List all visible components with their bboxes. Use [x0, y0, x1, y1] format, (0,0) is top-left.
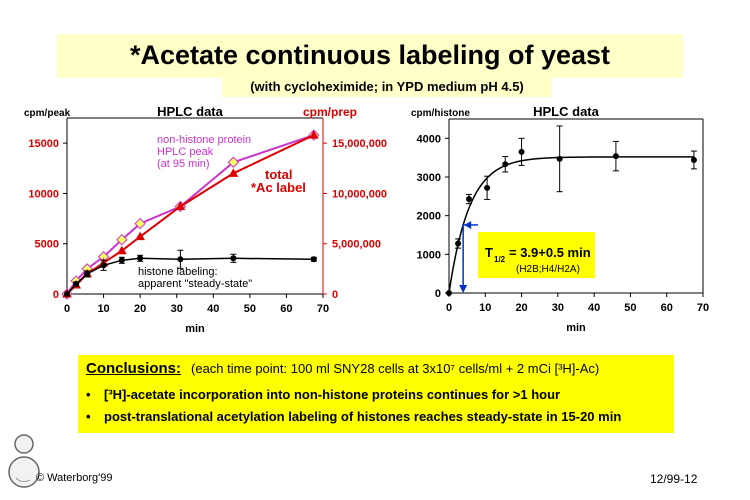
series-total-point — [308, 130, 319, 139]
page-subtitle: (with cycloheximide; in YPD medium pH 4.… — [222, 77, 552, 97]
y-tick-label: 10000 — [28, 188, 59, 200]
x-tick-label: 40 — [588, 302, 600, 314]
x-tick-label: 10 — [479, 302, 491, 314]
y-axis-label: cpm/peak — [24, 108, 71, 119]
y-tick-label: 2000 — [417, 211, 441, 223]
series-total-point — [228, 168, 239, 177]
conclusion-item: • post-translational acetylation labeling… — [86, 409, 621, 424]
conclusions-header: Conclusions: (each time point: 100 ml SNY… — [86, 360, 599, 377]
x-tick-label: 60 — [280, 303, 292, 315]
series-histone-point — [310, 256, 317, 263]
series-nonhistone-label: non-histone protein — [157, 134, 251, 146]
data-point — [518, 148, 525, 155]
data-point — [446, 290, 452, 296]
y-right-tick-label: 5,000,000 — [332, 239, 381, 251]
y-right-tick-label: 10,000,000 — [332, 188, 387, 200]
x-tick-label: 40 — [207, 303, 219, 315]
x-tick-label: 50 — [624, 302, 636, 314]
x-tick-label: 0 — [64, 303, 70, 315]
chart-title: HPLC data — [157, 104, 224, 119]
data-point — [690, 156, 697, 163]
series-histone-label: histone labeling: — [138, 266, 218, 278]
x-tick-label: 30 — [552, 302, 564, 314]
page-title: *Acetate continuous labeling of yeast — [129, 40, 611, 70]
series-nonhistone-point — [227, 156, 240, 168]
conclusions-heading: Conclusions: — [86, 360, 182, 377]
half-time-note: (H2B;H4/H2A) — [516, 264, 580, 275]
series-total-point — [116, 245, 127, 255]
y-tick-label: 0 — [53, 289, 59, 301]
series-histone-point — [100, 262, 107, 269]
series-total-point — [175, 201, 186, 211]
x-tick-label: 70 — [317, 303, 329, 315]
half-time-symbol: T — [485, 245, 493, 260]
series-total-label: total — [265, 167, 292, 182]
x-tick-label: 70 — [697, 302, 709, 314]
x-tick-label: 0 — [446, 302, 452, 314]
yeast-logo-icon — [8, 434, 40, 488]
series-total-label: *Ac label — [251, 180, 306, 195]
series-histone-point — [118, 257, 125, 264]
half-time-subscript: 1/2 — [494, 255, 506, 264]
x-tick-label: 30 — [171, 303, 183, 315]
series-nonhistone-point — [134, 217, 146, 230]
series-histone-label: apparent "steady-state" — [138, 278, 252, 290]
x-tick-label: 50 — [244, 303, 256, 315]
x-tick-label: 60 — [661, 302, 673, 314]
y-tick-label: 4000 — [417, 133, 441, 145]
series-nonhistone-label: (at 95 min) — [157, 158, 210, 170]
copyright: © Waterborg'99 — [36, 472, 113, 484]
y-right-tick-label: 0 — [332, 289, 338, 301]
title-box — [57, 34, 683, 78]
y-tick-label: 1000 — [417, 249, 441, 261]
conclusions-details: (each time point: 100 ml SNY28 cells at … — [191, 361, 600, 376]
bullet-icon: • — [86, 387, 91, 402]
y-axis-label: cpm/histone — [411, 108, 470, 119]
half-time-value: = 3.9+0.5 min — [509, 245, 591, 260]
data-point — [455, 240, 462, 247]
conclusion-item: • [³H]-acetate incorporation into non-his… — [86, 387, 560, 402]
series-histone-point — [137, 255, 144, 262]
half-time-arrow-head — [459, 285, 468, 293]
y-tick-label: 3000 — [417, 172, 441, 184]
series-total-point — [135, 231, 146, 241]
conclusions-box: Conclusions: (each time point: 100 ml SNY… — [78, 355, 674, 433]
conclusion-text: post-translational acetylation labeling … — [104, 409, 622, 424]
series-histone-point — [230, 255, 237, 262]
data-point — [556, 155, 563, 162]
slide-number: 12/99-12 — [650, 472, 698, 486]
y-right-tick-label: 15,000,000 — [332, 138, 387, 150]
series-histone-point — [64, 291, 70, 297]
data-point — [484, 184, 491, 191]
x-axis-label: min — [185, 323, 205, 335]
series-histone-point — [177, 256, 184, 263]
y-tick-label: 15000 — [28, 138, 59, 150]
series-nonhistone-point — [116, 233, 128, 246]
series-histone-point — [84, 270, 91, 277]
bullet-icon: • — [86, 409, 91, 424]
data-point — [502, 161, 509, 168]
data-point — [612, 153, 619, 160]
x-tick-label: 20 — [515, 302, 527, 314]
fit-curve — [448, 156, 694, 294]
half-time-arrow-head — [464, 220, 472, 229]
x-tick-label: 10 — [97, 303, 109, 315]
data-point — [465, 196, 472, 203]
conclusion-text: [³H]-acetate incorporation into non-hist… — [104, 387, 561, 402]
y-tick-label: 5000 — [35, 239, 59, 251]
x-axis-label: min — [566, 322, 586, 334]
y-tick-label: 0 — [435, 288, 441, 300]
half-time-box — [478, 232, 595, 278]
y-axis-right-label: cpm/prep — [303, 105, 357, 119]
series-histone-point — [73, 280, 80, 287]
series-nonhistone-label: HPLC peak — [157, 146, 214, 158]
x-tick-label: 20 — [134, 303, 146, 315]
chart-title: HPLC data — [533, 104, 600, 119]
